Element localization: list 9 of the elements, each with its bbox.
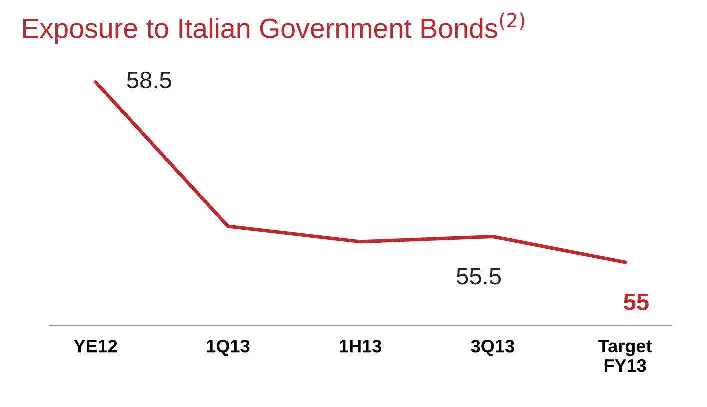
data-label: 58.5 (127, 72, 172, 89)
data-label: 55.5 (457, 268, 502, 285)
x-tick-label: YE12 (74, 340, 118, 353)
x-tick-label: 1H13 (340, 340, 382, 353)
x-tick-label: 3Q13 (471, 340, 514, 356)
x-tick-label: 1Q13 (207, 340, 250, 356)
chart-title: Exposure to Italian Government Bonds$^{(2)}$ (23, 12, 524, 44)
data-label: 55 (624, 294, 649, 311)
x-tick-label: Target FY13 (598, 340, 652, 372)
